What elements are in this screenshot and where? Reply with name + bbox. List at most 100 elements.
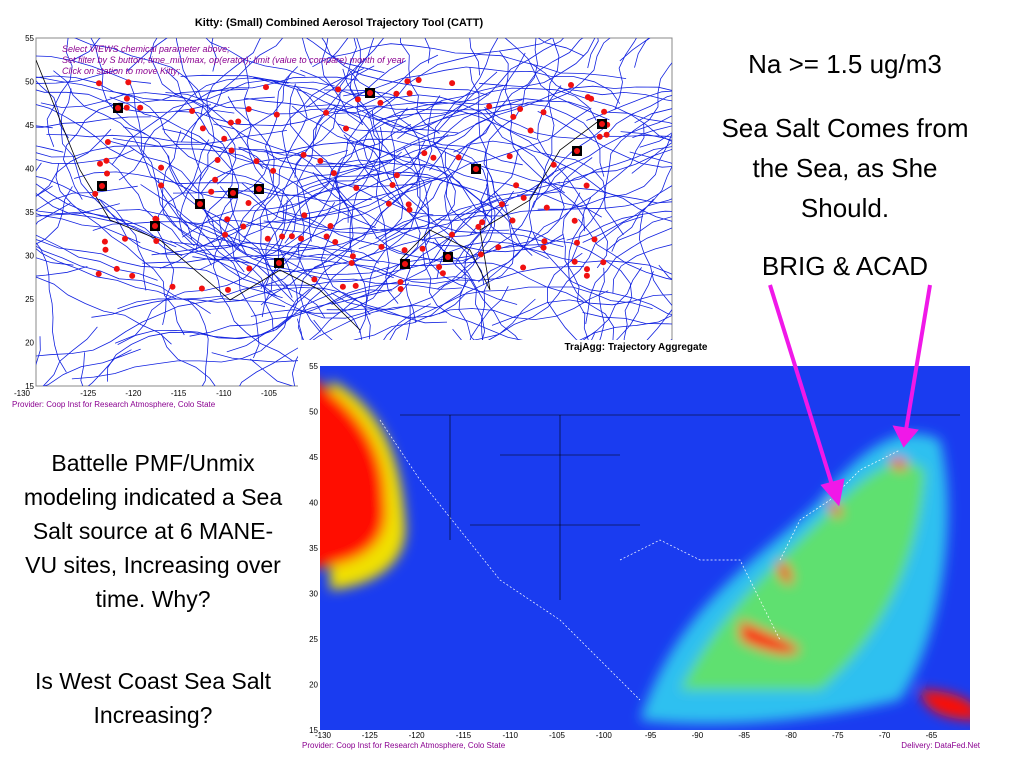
trajectory [343, 66, 621, 104]
trajectory [530, 62, 672, 142]
station [603, 131, 610, 138]
station [300, 151, 307, 158]
station [415, 77, 422, 83]
station [449, 80, 456, 87]
station [591, 236, 598, 243]
station [506, 153, 513, 160]
trajectory [205, 38, 306, 77]
station [123, 95, 130, 102]
bottom-delivery: Delivery: DataFed.Net [901, 741, 980, 750]
station [214, 157, 221, 163]
station [228, 147, 235, 154]
station [227, 119, 234, 126]
trajectory [36, 176, 147, 291]
trajectory [36, 89, 211, 114]
station [288, 233, 295, 240]
y-tick-label: 40 [25, 165, 34, 174]
station [343, 125, 349, 132]
y-tick-label: 50 [309, 408, 318, 417]
station [256, 186, 262, 192]
station [601, 108, 608, 115]
station [115, 105, 121, 111]
station [406, 206, 413, 213]
trajectory [299, 165, 426, 333]
trajectory [160, 333, 216, 386]
station [125, 79, 132, 86]
station [510, 113, 517, 120]
trajectory [631, 142, 672, 174]
x-tick-label: -130 [14, 389, 31, 398]
station [385, 200, 392, 207]
station [137, 104, 144, 111]
stations [92, 77, 611, 293]
trajectory [390, 107, 485, 286]
trajectory [42, 348, 141, 386]
station [197, 201, 203, 207]
station [517, 106, 524, 112]
trajectory [114, 289, 393, 344]
top-axes: 55 50 45 40 35 30 25 20 15-130 -125 -120 -115 -110 -1… [14, 34, 278, 398]
trajectory [620, 131, 672, 141]
station [571, 217, 578, 224]
station [276, 260, 282, 266]
station [264, 235, 271, 242]
trajectory [157, 178, 390, 275]
station [397, 279, 404, 285]
station [352, 282, 359, 289]
trajectory [192, 176, 448, 261]
trajectory [260, 204, 509, 306]
trajectory [250, 206, 472, 317]
station [445, 254, 451, 260]
y-tick-label: 20 [25, 339, 34, 348]
station [541, 238, 548, 245]
station [158, 182, 165, 189]
station [245, 200, 252, 206]
station [455, 154, 462, 161]
station [421, 150, 428, 157]
station [224, 216, 231, 223]
station [584, 266, 590, 273]
trajectory [180, 74, 376, 184]
station [406, 90, 413, 97]
statement: Sea Salt Comes from the Sea, as She Shou… [721, 113, 969, 223]
station [583, 182, 590, 189]
trajectory [172, 134, 449, 197]
trajectory [297, 242, 584, 284]
trajectory [36, 130, 287, 158]
station [583, 272, 590, 279]
station [240, 223, 247, 230]
trajectory [36, 276, 172, 345]
trajectory [36, 209, 124, 222]
trajectory [605, 95, 672, 137]
trajectory [331, 191, 561, 305]
station [378, 243, 385, 250]
station [208, 188, 215, 195]
trajectory [395, 38, 584, 153]
top-title-box [178, 15, 500, 33]
trajectory [611, 165, 672, 252]
station [600, 259, 607, 266]
station [498, 201, 505, 208]
station [513, 182, 520, 189]
station [349, 253, 356, 260]
trajectory [532, 231, 672, 315]
trajectory [175, 54, 439, 127]
y-tick-label: 45 [309, 453, 318, 462]
trajectory [128, 80, 212, 266]
trajectory [605, 216, 672, 252]
trajectory [36, 75, 265, 185]
instruction: Set filter by S button; time_min/max, op… [62, 55, 405, 65]
station [153, 238, 160, 244]
y-tick-label: 25 [25, 295, 34, 304]
station [235, 118, 242, 125]
station [543, 204, 550, 211]
trajectory [175, 38, 264, 170]
top-title: Kitty: (Small) Combined Aerosol Trajecto… [194, 17, 484, 29]
trajectory [36, 104, 237, 199]
station [393, 172, 400, 179]
x-tick-label: -105 [261, 389, 278, 398]
station [540, 109, 547, 116]
trajectory [585, 227, 672, 325]
station [199, 125, 206, 132]
